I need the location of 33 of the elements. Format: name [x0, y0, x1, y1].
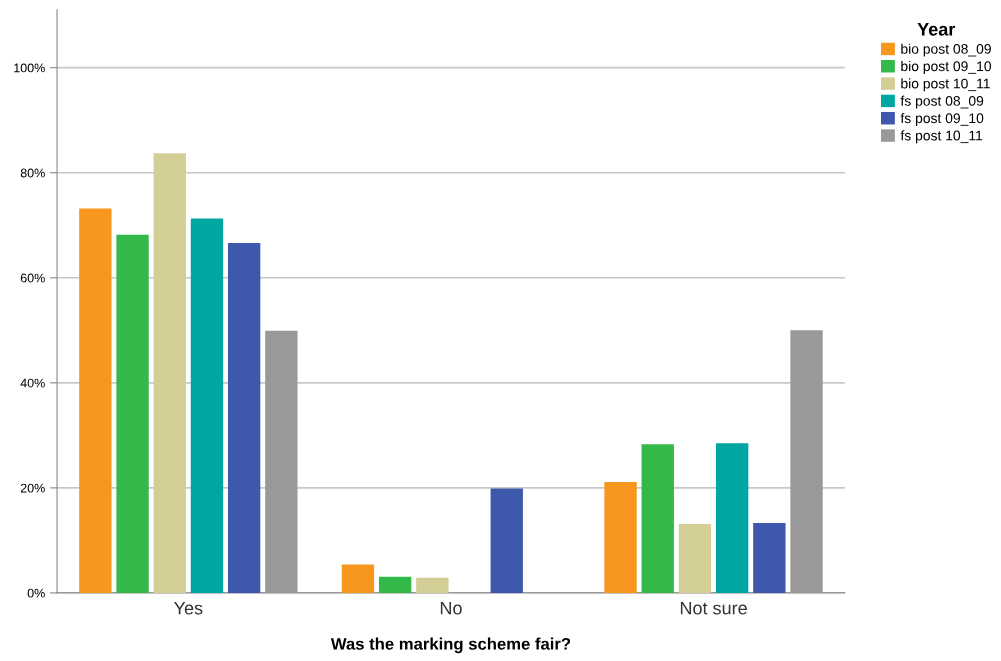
bar	[341, 564, 375, 593]
x-axis-title: Was the marking scheme fair?	[330, 637, 571, 654]
bar	[378, 576, 412, 593]
legend-label: bio post 09_10	[901, 60, 991, 74]
bar	[715, 443, 749, 593]
bar	[641, 444, 674, 593]
y-tick-label: 20%	[20, 483, 45, 493]
bar	[678, 524, 712, 593]
bar	[265, 330, 298, 593]
legend-title: Year	[917, 23, 956, 36]
bar	[227, 243, 261, 593]
bar	[753, 523, 786, 593]
bar	[604, 482, 637, 593]
bar	[790, 330, 823, 593]
bar	[190, 218, 224, 593]
legend-label: fs post 08_09	[900, 95, 984, 109]
legend-label: fs post 10_11	[900, 130, 983, 144]
bar	[79, 208, 112, 593]
y-tick-label: 40%	[20, 378, 45, 388]
legend-label: bio post 08_09	[901, 43, 991, 57]
y-tick-label: 60%	[20, 273, 45, 283]
y-tick-label: 100%	[14, 63, 45, 73]
x-tick-label: No	[440, 601, 462, 615]
y-tick-label: 80%	[20, 168, 45, 178]
x-tick-label: Yes	[174, 601, 203, 615]
legend-label: bio post 10_11	[901, 78, 990, 92]
legend-label: fs post 09_10	[900, 112, 984, 126]
bar	[153, 153, 186, 593]
bar	[490, 488, 523, 593]
y-tick-label: 0%	[27, 588, 45, 598]
bar	[116, 234, 149, 593]
x-tick-label: Not sure	[680, 601, 747, 615]
bar	[416, 577, 449, 593]
